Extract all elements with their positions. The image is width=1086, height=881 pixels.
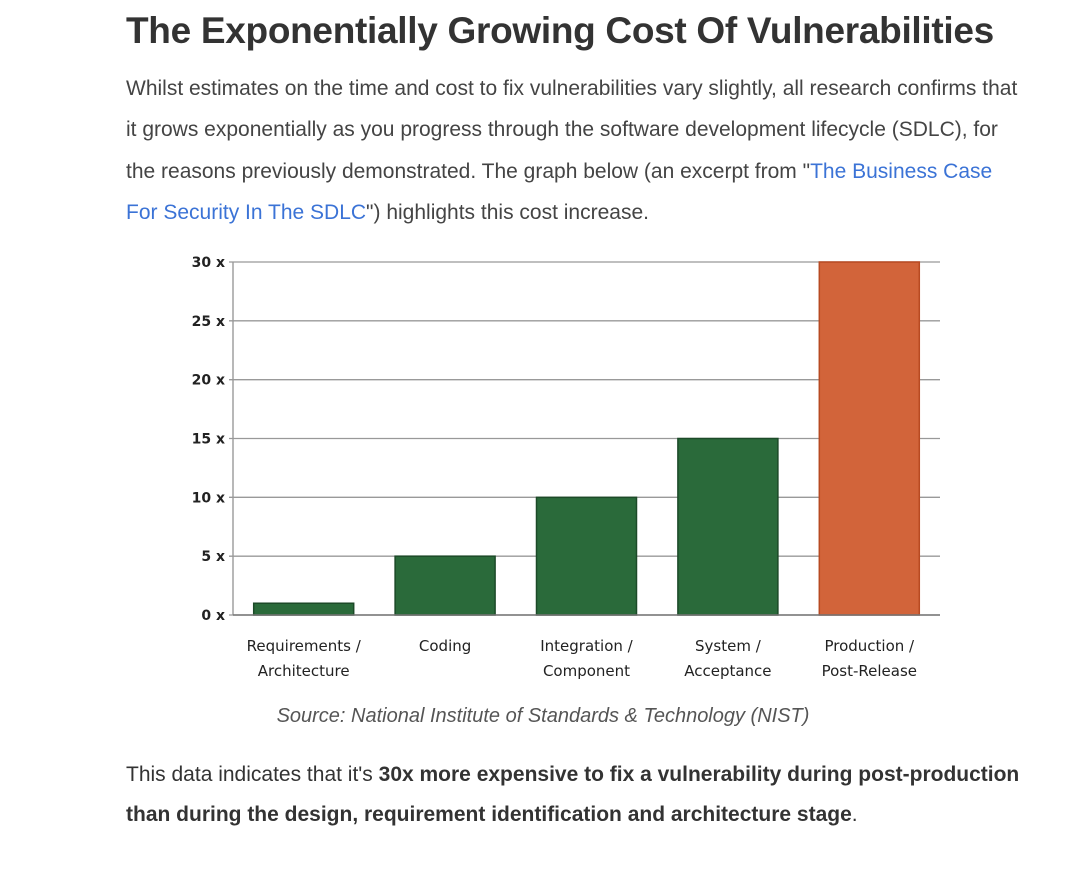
conclusion-text-start: This data indicates that it's [126, 763, 379, 786]
y-tick-label: 15 x [192, 432, 225, 448]
y-tick-label: 5 x [201, 549, 225, 565]
y-tick-label: 25 x [192, 314, 225, 330]
article-heading: The Exponentially Growing Cost Of Vulner… [126, 10, 994, 51]
conclusion-paragraph: This data indicates that it's 30x more e… [126, 755, 1026, 835]
x-tick-label: System / [695, 637, 762, 655]
conclusion-text-end: . [851, 803, 858, 826]
y-tick-label: 10 x [192, 490, 225, 506]
bar-3 [677, 437, 779, 616]
x-tick-label: Component [543, 662, 630, 680]
x-tick-label: Requirements / [247, 637, 362, 655]
x-tick-label: Production / [824, 637, 915, 655]
bar-2 [535, 496, 638, 616]
cost-chart: 0 x 5 x 10 x 15 x 20 x 25 x 30 x Requirements /… [150, 245, 950, 695]
bar-0 [252, 602, 355, 616]
bar-1 [394, 555, 496, 616]
y-tick-label: 30 x [192, 255, 225, 271]
conclusion-emphasis: 30x more expensive to fix a vulnerabilit… [126, 763, 1020, 826]
chart-caption: Source: National Institute of Standards … [276, 705, 810, 727]
intro-text-end: ") highlights this cost increase. [366, 200, 649, 224]
x-tick-label: Acceptance [684, 662, 771, 680]
x-tick-label: Post-Release [822, 662, 917, 680]
x-tick-label: Integration / [540, 637, 633, 655]
business-case-link[interactable]: The Business Case For Security In The SD… [126, 159, 993, 224]
cost-chart-svg: 0 x 5 x 10 x 15 x 20 x 25 x 30 x Requirements /… [192, 255, 940, 680]
y-tick-label: 0 x [201, 608, 225, 624]
x-tick-label: Coding [419, 637, 471, 655]
intro-paragraph: Whilst estimates on the time and cost to… [126, 68, 1026, 233]
intro-text-start: Whilst estimates on the time and cost to… [126, 77, 1018, 183]
x-tick-label: Architecture [258, 662, 350, 680]
bar-4 [818, 261, 921, 616]
y-tick-label: 20 x [192, 373, 225, 389]
